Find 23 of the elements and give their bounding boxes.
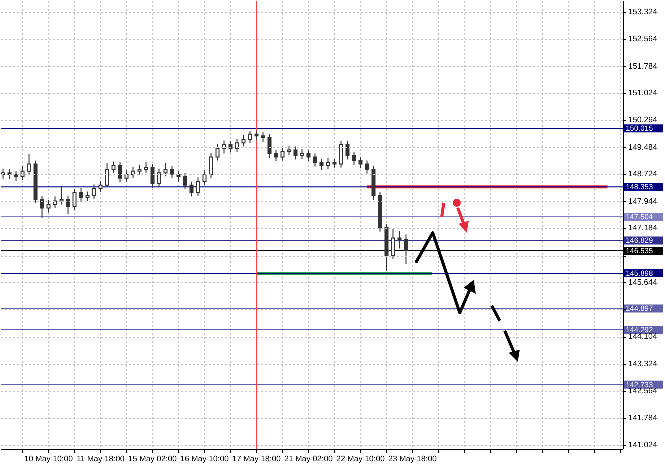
y-tick-label: 152.564 bbox=[628, 34, 658, 44]
y-tick-label: 143.324 bbox=[628, 360, 658, 369]
y-tick-label: 150.264 bbox=[628, 115, 658, 124]
x-tick-label: 23 May 18:00 bbox=[388, 454, 438, 464]
y-tick-label: 153.324 bbox=[628, 8, 658, 17]
y-tick-label: 147.944 bbox=[628, 196, 658, 206]
y-tick-label: 148.724 bbox=[628, 170, 658, 179]
y-tick-label: 147.184 bbox=[628, 224, 658, 233]
y-tick-label: 141.024 bbox=[628, 440, 658, 450]
y-tick-label: 149.484 bbox=[628, 142, 658, 152]
y-tick-label: 142.564 bbox=[628, 386, 658, 396]
y-tick-label: 151.784 bbox=[628, 62, 658, 71]
y-tick-label: 141.784 bbox=[628, 414, 658, 423]
x-tick-label: 11 May 18:00 bbox=[76, 454, 126, 464]
x-tick-label: 16 May 10:00 bbox=[180, 454, 230, 464]
x-tick-label: 17 May 18:00 bbox=[232, 454, 282, 464]
x-tick-label: 15 May 02:00 bbox=[128, 454, 178, 464]
x-tick-label: 22 May 10:00 bbox=[336, 454, 386, 464]
x-tick-label: 21 May 02:00 bbox=[284, 454, 334, 464]
y-tick-label: 144.104 bbox=[628, 332, 658, 342]
x-tick-label: 10 May 10:00 bbox=[24, 454, 74, 464]
y-tick-label: 145.644 bbox=[628, 278, 658, 287]
y-tick-label: 151.024 bbox=[628, 88, 658, 98]
